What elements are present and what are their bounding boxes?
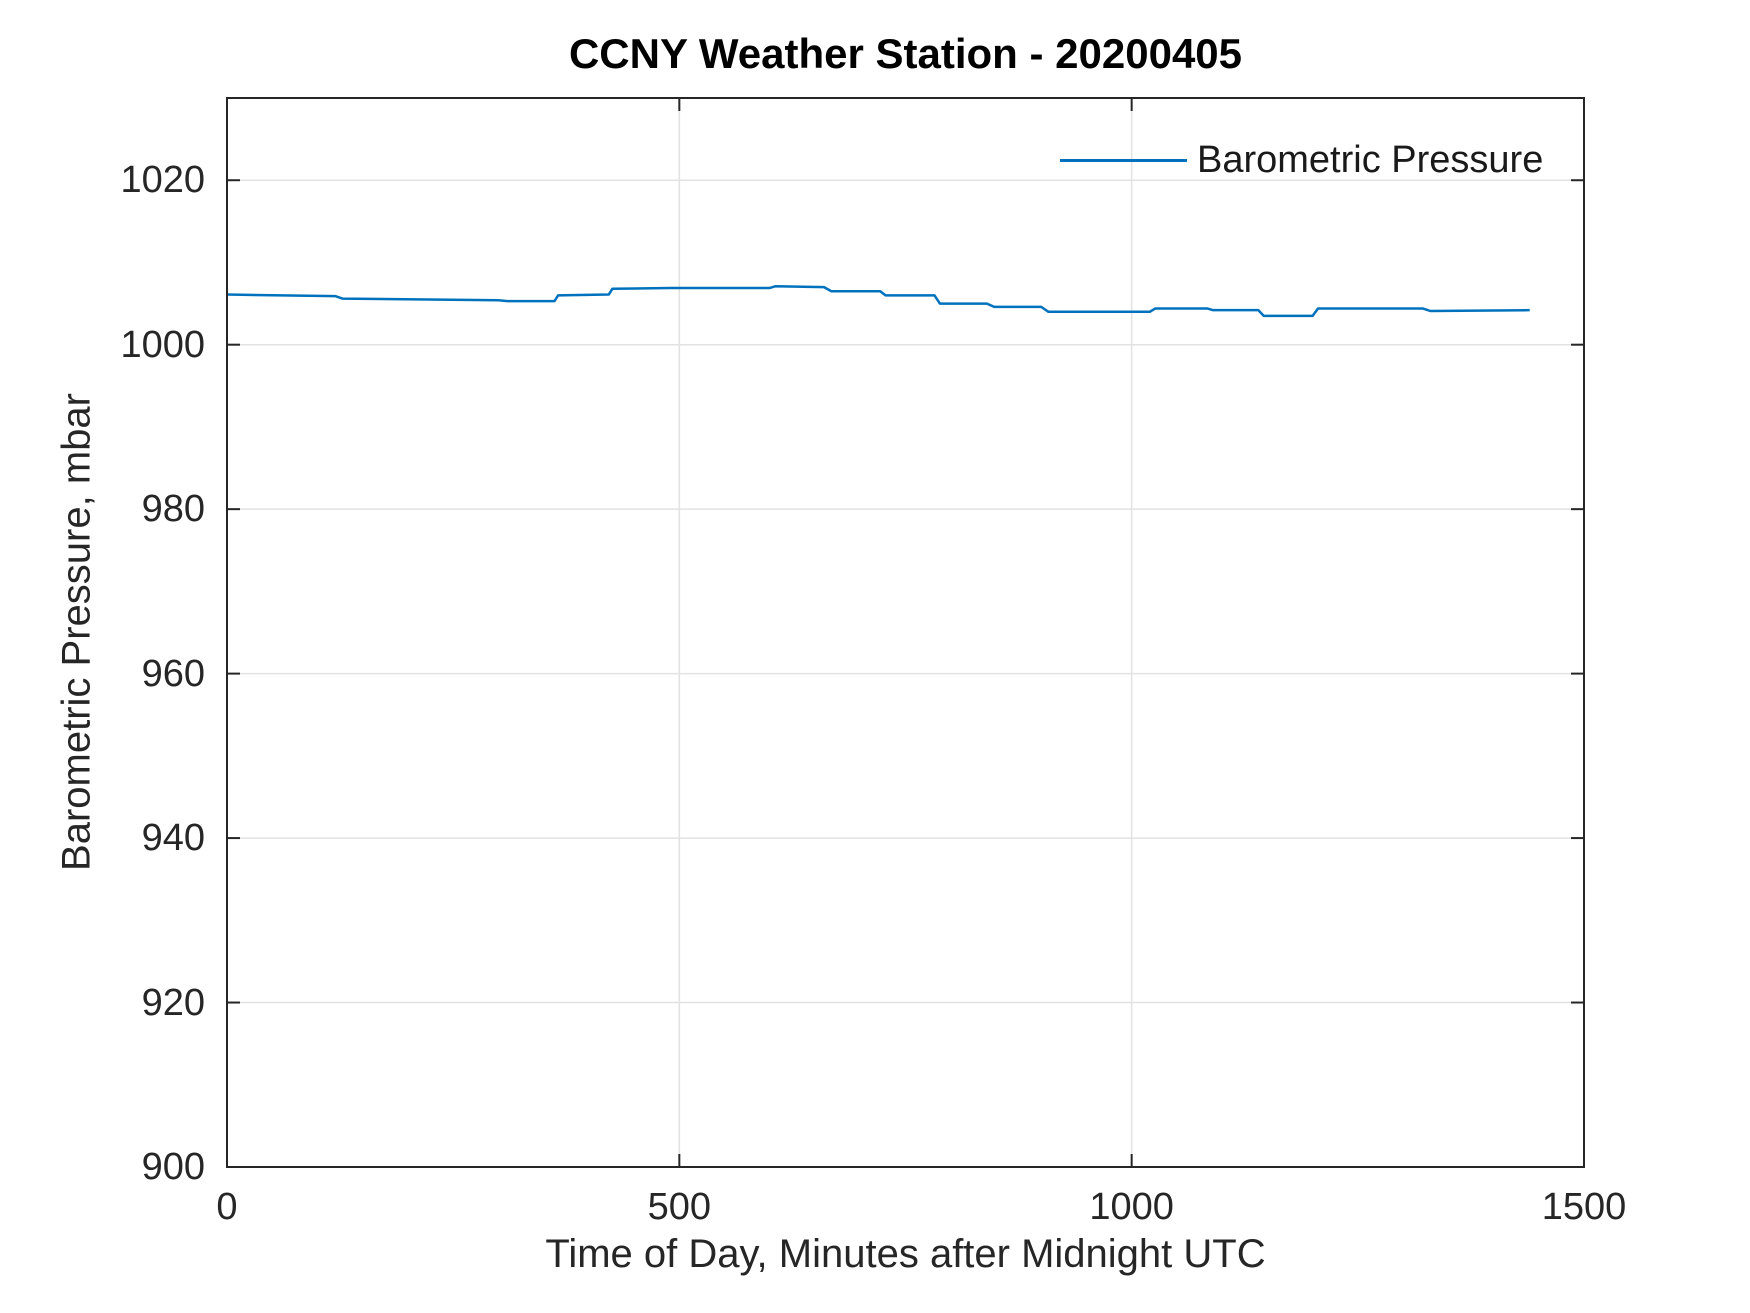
x-tick-label: 1000 [1089,1186,1174,1228]
x-tick-label: 0 [216,1186,238,1228]
x-axis-label: Time of Day, Minutes after Midnight UTC [545,1232,1266,1276]
axes-box [226,97,1585,1168]
x-tick-label: 500 [647,1186,712,1228]
y-axis-label: Barometric Pressure, mbar [54,393,99,871]
y-tick-label: 1020 [120,159,205,202]
legend-line-sample-icon [1060,158,1187,162]
chart-title: CCNY Weather Station - 20200405 [568,30,1243,77]
y-tick-label: 980 [141,488,205,531]
y-tick-label: 960 [141,652,205,695]
y-tick-label: 1000 [120,323,205,366]
x-tick-label: 1500 [1541,1186,1627,1228]
legend: Barometric Pressure [1060,137,1543,183]
pressure-line-series [226,285,1530,318]
legend-label: Barometric Pressure [1197,138,1544,181]
y-tick-label: 900 [141,1146,205,1188]
y-tick-label: 920 [141,981,205,1024]
y-tick-label: 940 [141,817,205,860]
